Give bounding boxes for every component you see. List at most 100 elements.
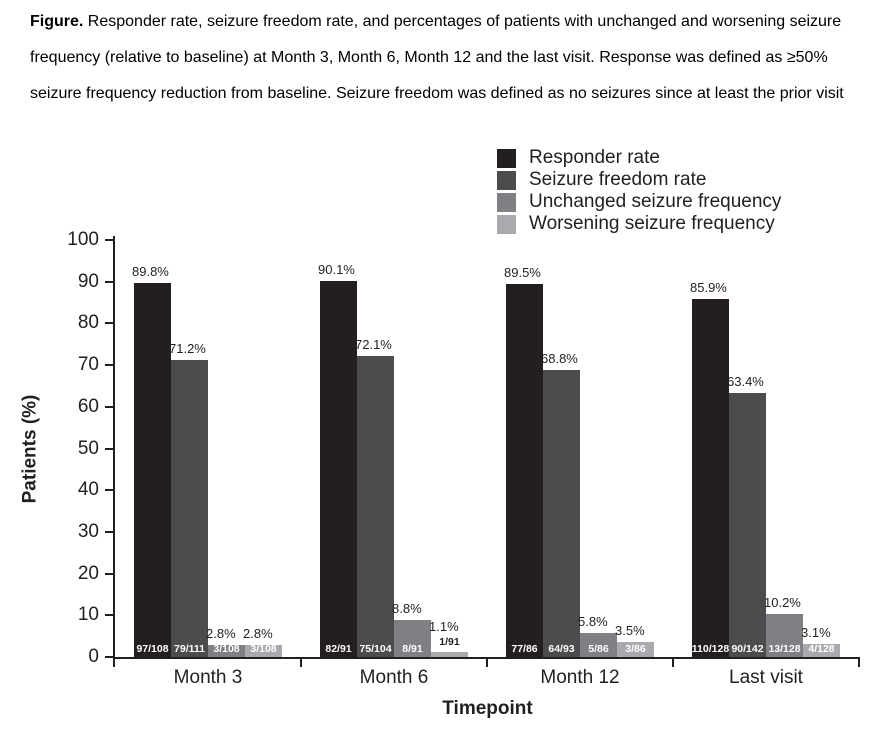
figure-caption-text: Responder rate, seizure freedom rate, an… (30, 13, 844, 102)
y-tick (105, 239, 113, 241)
bar-fraction-label: 1/91 (439, 636, 460, 649)
bar-value-label: 89.5% (504, 264, 541, 280)
y-axis-line (113, 236, 115, 657)
bar (506, 283, 543, 657)
bar (766, 614, 803, 657)
bar-fraction-label: 3/108 (213, 643, 240, 655)
y-tick (105, 489, 113, 492)
bar (245, 645, 282, 657)
bar-value-label: 68.8% (541, 351, 578, 367)
bar-value-label: 1.1% (429, 619, 459, 635)
bar (803, 644, 840, 657)
bar-value-label: 63.4% (727, 373, 764, 389)
y-tick-label: 60 (77, 395, 99, 417)
bar (320, 281, 357, 657)
legend-label: Worsening seizure frequency (529, 213, 775, 234)
y-tick-label: 70 (77, 354, 99, 376)
bar (134, 282, 171, 657)
y-tick (105, 447, 113, 450)
bar (543, 370, 580, 657)
x-tick (672, 659, 674, 667)
bar-fraction-label: 13/128 (768, 643, 801, 655)
bar-chart-plot-area: Patients (%) Timepoint 0 10 20 30 40 50 60 70 80… (19, 229, 860, 719)
bar-value-label: 5.8% (578, 613, 608, 629)
y-tick (105, 572, 113, 575)
bar-value-label: 2.8% (243, 626, 273, 642)
bar-fraction-label: 8/91 (402, 643, 423, 655)
bar-fraction-label: 77/86 (511, 643, 538, 655)
legend-label: Seizure freedom rate (529, 169, 707, 190)
bar-value-label: 2.8% (206, 626, 236, 642)
bar-fraction-label: 75/104 (359, 643, 392, 655)
bar (580, 632, 617, 657)
y-tick-label: 50 (77, 437, 99, 459)
bar (431, 652, 468, 657)
y-tick-label: 10 (77, 604, 99, 626)
bar-fraction-label: 3/108 (250, 643, 277, 655)
bar-fraction-label: 110/128 (691, 643, 730, 655)
legend-item: Seizure freedom rate (497, 169, 781, 191)
x-axis-line (113, 657, 860, 659)
bar-value-label: 89.8% (132, 263, 169, 279)
bar (171, 360, 208, 657)
bar-fraction-label: 82/91 (325, 643, 352, 655)
bar-fraction-label: 4/128 (808, 643, 835, 655)
bar-fraction-label: 3/86 (625, 643, 646, 655)
x-category-label: Month 12 (540, 667, 620, 688)
x-category-label: Month 3 (173, 667, 243, 688)
y-tick-label: 20 (77, 562, 99, 584)
y-tick (105, 656, 113, 658)
legend-item: Responder rate (497, 147, 781, 169)
bar (357, 356, 394, 657)
legend-label: Responder rate (529, 147, 660, 168)
x-category-label: Last visit (729, 667, 803, 688)
bar (208, 645, 245, 657)
legend-swatch (497, 148, 516, 168)
figure-caption: Figure. Responder rate, seizure freedom … (30, 4, 844, 112)
bar-value-label: 3.5% (615, 623, 645, 639)
x-tick (113, 659, 115, 667)
legend-label: Unchanged seizure frequency (529, 191, 782, 212)
y-tick-label: 30 (77, 520, 99, 542)
bar (729, 392, 766, 657)
legend-swatch (497, 192, 516, 212)
y-tick (105, 614, 113, 617)
y-axis-title-box: Patients (%) (7, 240, 53, 657)
legend-swatch (497, 214, 516, 234)
chart-legend: Responder rate Seizure freedom rate Unchan… (497, 147, 781, 235)
bar-value-label: 71.2% (169, 341, 206, 357)
bar-value-label: 90.1% (318, 262, 355, 278)
x-tick (858, 659, 860, 667)
y-tick (105, 530, 113, 533)
y-tick (105, 280, 113, 283)
y-tick-label: 100 (67, 229, 99, 250)
bar-value-label: 10.2% (764, 595, 801, 611)
y-tick-label: 80 (77, 312, 99, 334)
bar (394, 620, 431, 657)
x-category-label: Month 6 (359, 667, 429, 688)
bar (692, 298, 729, 657)
x-axis-title: Timepoint (442, 698, 533, 719)
bar-fraction-label: 79/111 (174, 643, 205, 655)
y-tick-label: 90 (77, 270, 99, 292)
bar-value-label: 8.8% (392, 601, 422, 617)
bar-value-label: 3.1% (801, 625, 831, 641)
legend-swatch (497, 170, 516, 190)
y-tick (105, 405, 113, 408)
bar-value-label: 72.1% (355, 337, 392, 353)
bar-fraction-label: 97/108 (136, 643, 169, 655)
x-tick (486, 659, 488, 667)
bar (617, 642, 654, 657)
x-tick (300, 659, 302, 667)
bar-fraction-label: 5/86 (588, 643, 609, 655)
y-axis-title: Patients (%) (19, 394, 40, 503)
legend-item: Worsening seizure frequency (497, 213, 781, 235)
bar-value-label: 85.9% (690, 279, 727, 295)
y-tick (105, 364, 113, 367)
legend-item: Unchanged seizure frequency (497, 191, 781, 213)
y-tick (105, 322, 113, 325)
bar-fraction-label: 64/93 (548, 643, 575, 655)
bar-fraction-label: 90/142 (731, 643, 764, 655)
figure-caption-label: Figure. (30, 13, 84, 30)
